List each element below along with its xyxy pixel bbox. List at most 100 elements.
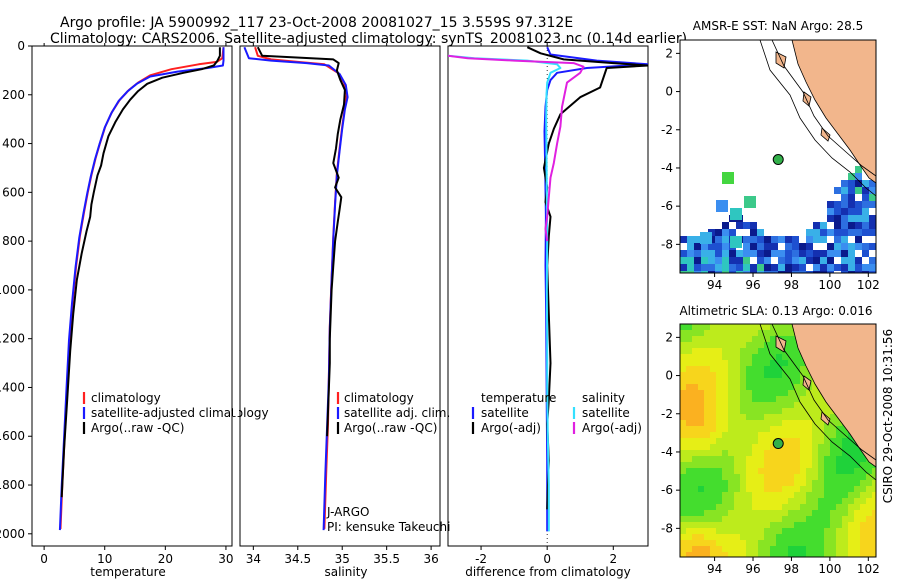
sst-cell bbox=[869, 222, 876, 229]
sla-cell bbox=[740, 522, 747, 529]
sla-cell bbox=[782, 540, 789, 547]
sla-cell bbox=[710, 366, 717, 373]
sla-cell bbox=[758, 486, 765, 493]
sst-cell bbox=[862, 264, 869, 271]
sla-cell bbox=[770, 468, 777, 475]
sla-cell bbox=[854, 522, 861, 529]
sst-cell bbox=[827, 201, 834, 208]
sla-cell bbox=[860, 462, 867, 469]
sst-cell bbox=[750, 271, 757, 273]
sla-cell bbox=[758, 366, 765, 373]
sla-cell bbox=[722, 540, 729, 547]
sla-cell bbox=[734, 444, 741, 451]
sla-cell bbox=[758, 378, 765, 385]
sla-cell bbox=[776, 486, 783, 493]
sla-cell bbox=[764, 414, 771, 421]
sla-cell bbox=[746, 396, 753, 403]
sla-cell bbox=[818, 468, 825, 475]
sla-cell bbox=[818, 540, 825, 547]
sst-cell bbox=[722, 172, 734, 184]
sst-cell bbox=[834, 243, 841, 250]
sst-cell bbox=[715, 264, 722, 271]
sla-cell bbox=[746, 360, 753, 367]
sla-cell bbox=[818, 552, 825, 557]
sst-cell bbox=[848, 222, 855, 229]
sst-cell bbox=[771, 271, 778, 273]
sst-cell bbox=[785, 264, 792, 271]
sla-cell bbox=[752, 324, 759, 331]
sla-cell bbox=[752, 402, 759, 409]
sla-cell bbox=[854, 456, 861, 463]
sst-cell bbox=[862, 271, 869, 273]
sla-cell bbox=[782, 474, 789, 481]
sla-cell bbox=[704, 366, 711, 373]
sst-cell bbox=[813, 222, 820, 229]
sst-cell bbox=[701, 264, 708, 271]
sla-cell bbox=[800, 444, 807, 451]
sla-cell bbox=[740, 552, 747, 557]
sla-cell bbox=[788, 468, 795, 475]
sst-cell bbox=[820, 222, 827, 229]
sla-cell bbox=[680, 456, 687, 463]
sla-cell bbox=[698, 528, 705, 535]
salinity-plot-frame bbox=[239, 45, 441, 547]
sla-cell bbox=[824, 486, 831, 493]
sla-cell bbox=[716, 336, 723, 343]
sla-cell bbox=[824, 426, 831, 433]
sla-cell bbox=[746, 510, 753, 517]
sla-cell bbox=[746, 402, 753, 409]
sla-cell bbox=[752, 408, 759, 415]
sla-cell bbox=[794, 522, 801, 529]
sla-cell bbox=[788, 426, 795, 433]
sla-cell bbox=[800, 372, 807, 379]
lat-tick-label: -2 bbox=[661, 123, 673, 137]
x-tick-label: 0 bbox=[40, 552, 48, 566]
sst-cell bbox=[869, 257, 876, 264]
salinity-profiles bbox=[243, 46, 349, 531]
sla-cell bbox=[692, 480, 699, 487]
sla-cell bbox=[698, 552, 705, 557]
sla-cell bbox=[728, 546, 735, 553]
sla-cell bbox=[722, 354, 729, 361]
sla-cell bbox=[740, 372, 747, 379]
sla-cell bbox=[686, 432, 693, 439]
sla-cell bbox=[692, 444, 699, 451]
bathymetry-contour bbox=[759, 324, 876, 481]
sla-cell bbox=[734, 360, 741, 367]
series-line-salinity-satellite bbox=[448, 54, 562, 532]
sla-cell bbox=[698, 456, 705, 463]
sla-cell bbox=[824, 402, 831, 409]
sla-cell bbox=[824, 462, 831, 469]
sla-cell bbox=[812, 492, 819, 499]
sst-cell bbox=[722, 222, 729, 229]
sst-cell bbox=[750, 250, 757, 257]
sst-cell bbox=[848, 264, 855, 271]
sla-cell bbox=[692, 378, 699, 385]
sla-cell bbox=[830, 450, 837, 457]
sla-cell bbox=[776, 558, 783, 565]
sla-cell bbox=[830, 516, 837, 523]
sla-cell bbox=[740, 342, 747, 349]
sla-cell bbox=[782, 510, 789, 517]
sla-cell bbox=[716, 444, 723, 451]
sla-cell bbox=[704, 330, 711, 337]
sla-cell bbox=[770, 546, 777, 553]
sla-cell bbox=[680, 522, 687, 529]
sla-cell bbox=[788, 528, 795, 535]
sla-cell bbox=[776, 396, 783, 403]
sla-cell bbox=[716, 468, 723, 475]
sla-cell bbox=[710, 492, 717, 499]
sla-cell bbox=[686, 438, 693, 445]
sla-cell bbox=[746, 330, 753, 337]
sla-cell bbox=[752, 528, 759, 535]
sla-cell bbox=[698, 540, 705, 547]
sla-cell bbox=[770, 516, 777, 523]
sla-cell bbox=[704, 396, 711, 403]
sla-cell bbox=[770, 426, 777, 433]
sst-cell bbox=[736, 222, 743, 229]
sla-cell bbox=[686, 408, 693, 415]
sla-cell bbox=[872, 480, 876, 487]
temperature-plot-frame bbox=[31, 45, 233, 547]
sla-cell bbox=[788, 492, 795, 499]
